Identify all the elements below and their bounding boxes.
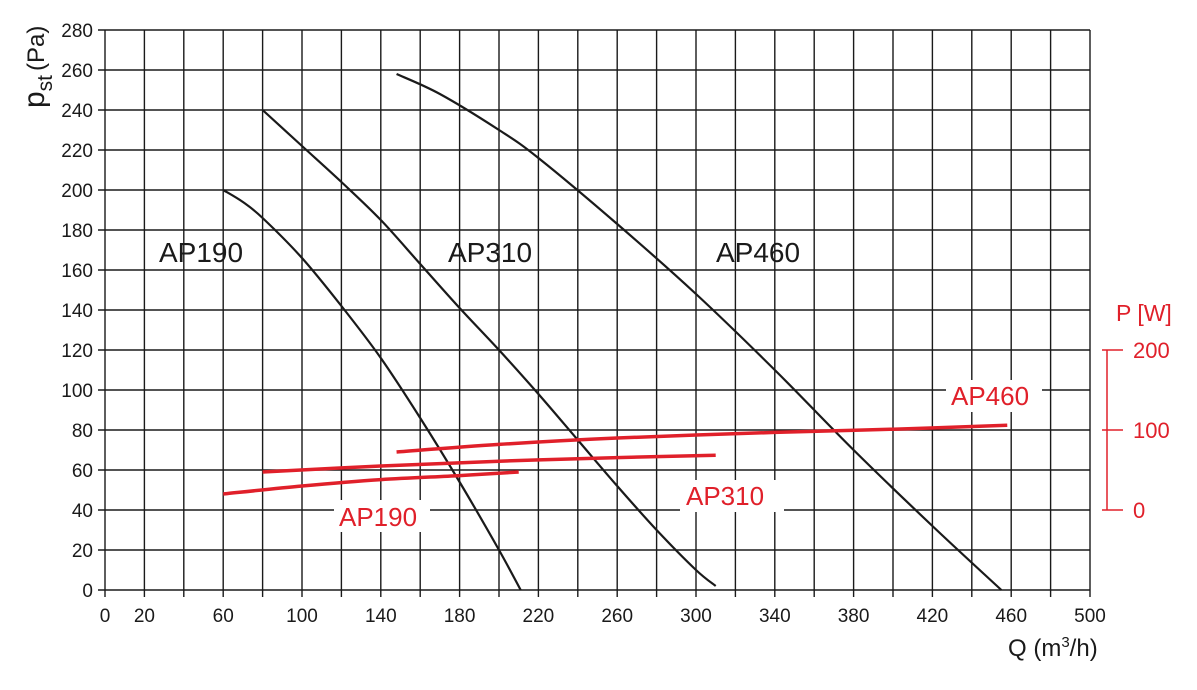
x-axis-label-main: Q (m	[1008, 635, 1061, 662]
x-tick-label: 420	[917, 606, 949, 627]
power-tick-label-200: 200	[1133, 338, 1170, 363]
power-label-ap460: AP460	[951, 381, 1029, 411]
y-tick-label: 80	[72, 421, 93, 442]
y-tick-label: 160	[61, 261, 93, 282]
grid	[98, 29, 1091, 597]
y-axis-label-unit: (Pa)	[23, 26, 50, 71]
y-axis-ticks: 0 20 40 60 80 100 120 140 160 180 200 220 240 260 280	[61, 21, 93, 602]
power-axis	[1102, 349, 1123, 511]
y-tick-label: 220	[61, 141, 93, 162]
y-tick-label: 140	[61, 301, 93, 322]
x-tick-label: 500	[1074, 606, 1106, 627]
x-tick-label: 0	[100, 606, 111, 627]
y-tick-label: 180	[61, 221, 93, 242]
x-tick-label: 340	[759, 606, 791, 627]
y-tick-label: 200	[61, 181, 93, 202]
y-tick-label: 40	[72, 501, 93, 522]
pressure-curve-ap190	[222, 189, 522, 591]
power-axis-label: P [W]	[1116, 300, 1172, 326]
pressure-curve-ap460	[396, 73, 1003, 591]
pressure-curve-ap310	[261, 109, 717, 587]
x-tick-label: 140	[365, 606, 397, 627]
y-tick-label: 20	[72, 541, 93, 562]
x-axis-label-tail: /h)	[1070, 635, 1098, 662]
power-curve-ap460	[396, 423, 1008, 454]
x-tick-label: 20	[134, 606, 155, 627]
pressure-label-ap460: AP460	[716, 237, 800, 268]
power-tick-label-100: 100	[1133, 418, 1170, 443]
power-curve-ap310	[262, 453, 716, 474]
x-tick-label: 100	[286, 606, 318, 627]
y-tick-label: 260	[61, 61, 93, 82]
x-axis-ticks: 0 20 60 100 140 180 220 260 300 340 380 420 460 500	[100, 606, 1106, 627]
x-axis-label: Q (m3/h)	[1008, 634, 1098, 662]
x-tick-label: 460	[995, 606, 1027, 627]
power-label-ap190: AP190	[339, 502, 417, 532]
x-tick-label: 380	[838, 606, 870, 627]
y-tick-label: 60	[72, 461, 93, 482]
x-tick-label: 260	[601, 606, 633, 627]
power-curves	[223, 423, 1008, 496]
y-tick-label: 0	[82, 581, 93, 602]
power-curve-ap190	[223, 470, 519, 496]
x-tick-label: 60	[213, 606, 234, 627]
power-tick-label-0: 0	[1133, 498, 1145, 523]
y-axis-label: pst (Pa)	[18, 26, 57, 108]
y-axis-label-sub: st	[34, 75, 57, 92]
y-tick-label: 240	[61, 101, 93, 122]
y-axis-label-main: p	[18, 91, 51, 108]
y-tick-label: 120	[61, 341, 93, 362]
pressure-label-ap310: AP310	[448, 237, 532, 268]
y-tick-label: 100	[61, 381, 93, 402]
x-tick-label: 300	[680, 606, 712, 627]
pressure-curves	[222, 73, 1003, 591]
y-tick-label: 280	[61, 21, 93, 42]
power-label-ap310: AP310	[686, 481, 764, 511]
x-tick-label: 220	[523, 606, 555, 627]
x-axis-label-sup: 3	[1061, 634, 1069, 651]
x-tick-label: 180	[444, 606, 476, 627]
pressure-label-ap190: AP190	[159, 237, 243, 268]
